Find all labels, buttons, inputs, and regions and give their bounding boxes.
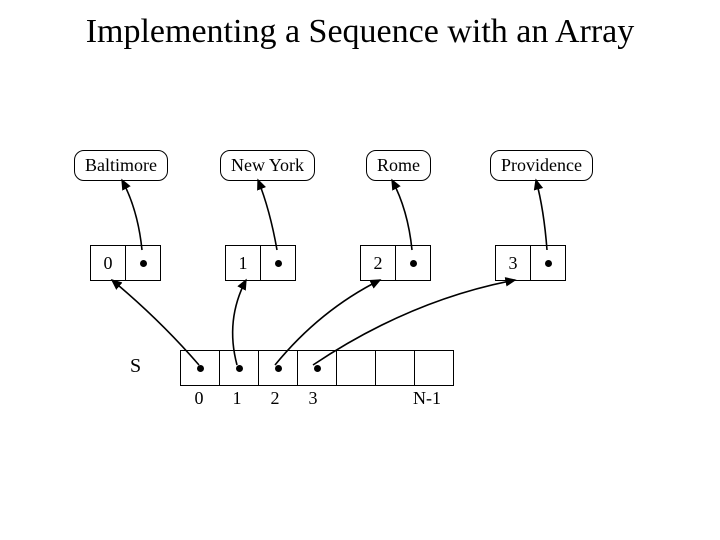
pair-cell: 1 [225,245,296,281]
dot-icon [197,365,204,372]
pair-index: 3 [496,246,531,280]
array-index-label: 0 [181,388,217,409]
dot-icon [545,260,552,267]
array-cell [181,351,220,385]
arrow [536,180,547,250]
dot-icon [236,365,243,372]
pair-pointer [396,246,430,280]
array-cell [415,351,453,385]
pair-pointer [126,246,160,280]
city-box: Rome [366,150,431,181]
city-box: New York [220,150,315,181]
city-box: Providence [490,150,593,181]
slide-title: Implementing a Sequence with an Array [0,12,720,53]
dot-icon [314,365,321,372]
pair-pointer [531,246,565,280]
pair-index: 1 [226,246,261,280]
pair-pointer [261,246,295,280]
arrow [258,180,277,250]
array-cell [220,351,259,385]
arrow [122,180,142,250]
dot-icon [410,260,417,267]
city-label: Baltimore [85,155,157,175]
city-label: Rome [377,155,420,175]
array-index-label: 3 [295,388,331,409]
arrow [392,180,412,250]
city-label: Providence [501,155,582,175]
pair-cell: 0 [90,245,161,281]
city-box: Baltimore [74,150,168,181]
dot-icon [275,260,282,267]
pair-cell: 2 [360,245,431,281]
array-index-label: 1 [219,388,255,409]
array-index-label: N-1 [409,388,445,409]
dot-icon [275,365,282,372]
pair-cell: 3 [495,245,566,281]
array-cell [337,351,376,385]
array-cell [376,351,415,385]
array-index-label: 2 [257,388,293,409]
array-cell [259,351,298,385]
diagram-area: Baltimore New York Rome Providence 0 1 2… [70,150,650,450]
array-row [180,350,454,386]
array-cell [298,351,337,385]
arrows-layer [70,150,650,450]
dot-icon [140,260,147,267]
city-label: New York [231,155,304,175]
pair-index: 2 [361,246,396,280]
array-label: S [130,355,141,378]
pair-index: 0 [91,246,126,280]
